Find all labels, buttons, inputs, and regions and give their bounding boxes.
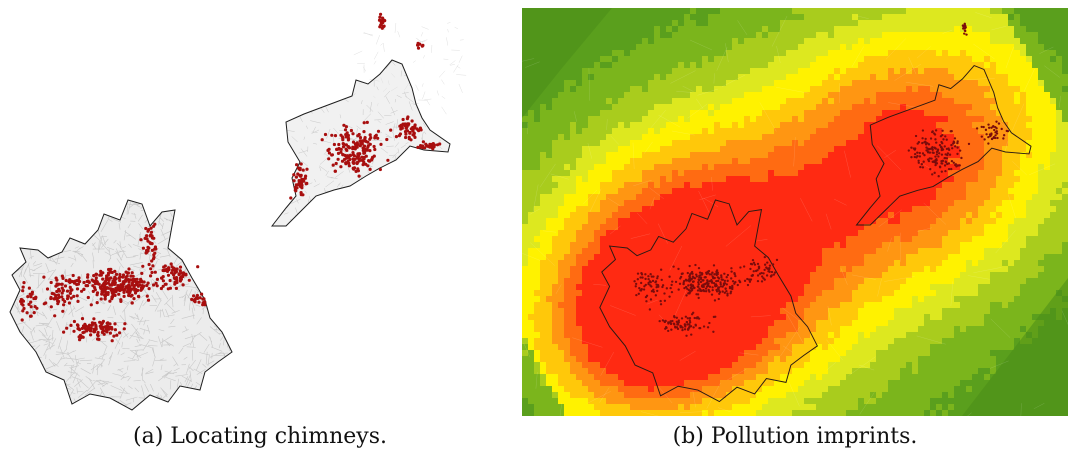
panel-locating-chimneys — [0, 0, 520, 420]
caption-pollution-imprints: (b) Pollution imprints. — [672, 424, 918, 449]
boundary-large-city — [599, 199, 818, 403]
admin-boundaries — [522, 12, 1068, 416]
heatmap-edge-shading — [522, 8, 1068, 416]
chimney-points — [633, 22, 1010, 337]
boundary-small-city — [855, 65, 1032, 226]
chimney-location-map — [9, 12, 467, 411]
panel-pollution-imprints — [522, 8, 1068, 416]
peripheral-streets — [353, 22, 467, 115]
pollution-imprint-map — [522, 8, 1068, 416]
caption-locating-chimneys: (a) Locating chimneys. — [133, 424, 387, 449]
pollution-heatmap — [522, 8, 1068, 416]
boundary-small-city — [270, 59, 451, 227]
chimney-points — [19, 12, 442, 343]
boundary-large-city — [9, 199, 233, 411]
